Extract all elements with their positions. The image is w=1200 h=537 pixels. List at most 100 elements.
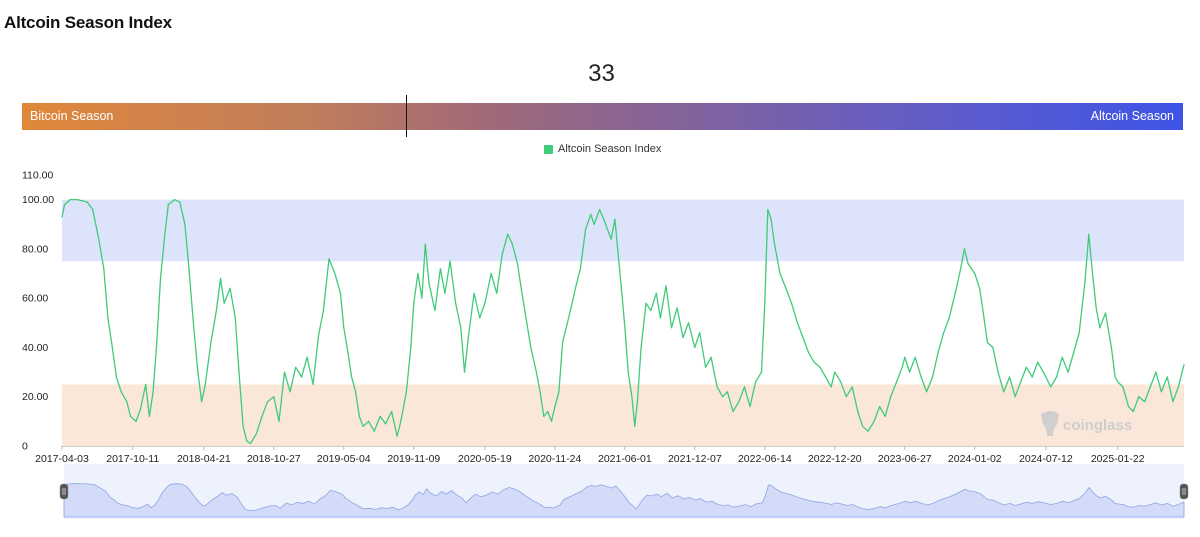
data-point [111,341,113,344]
x-tick-label: 2020-11-24 [528,453,581,465]
data-point [1078,332,1080,334]
data-point [830,386,832,388]
x-tick-label: 2020-05-19 [458,453,512,465]
x-tick-label: 2022-06-14 [738,453,792,465]
data-point [1020,381,1022,383]
data-point [937,351,939,353]
data-point [558,391,560,393]
data-point [246,440,248,442]
data-point [1025,366,1027,368]
data-point [496,292,498,294]
data-point [904,356,906,358]
data-point [825,376,827,378]
data-point [334,272,336,275]
data-point [705,366,707,368]
data-point [554,406,556,408]
data-point [530,346,532,349]
data-point [676,307,678,309]
range-navigator[interactable] [59,464,1189,519]
y-tick-label: 20.00 [22,391,48,403]
data-point [204,383,206,385]
data-point [1042,371,1044,373]
coinglass-logo-icon [1041,411,1059,436]
x-tick-label: 2019-11-09 [387,453,440,465]
data-point [1114,376,1116,378]
data-point [219,277,222,280]
data-point [867,430,869,432]
y-tick-label: 110.00 [22,170,53,182]
data-point [640,346,642,349]
data-point [1149,386,1151,388]
data-point [145,383,147,385]
data-point [511,243,513,245]
data-point [1144,401,1146,403]
data-point [385,423,387,425]
data-point [64,204,66,206]
data-point [982,312,984,314]
data-point [857,410,859,413]
data-point [909,371,911,373]
data-point [862,425,864,427]
data-point [547,410,549,413]
data-point [159,277,162,280]
data-point [779,272,781,275]
data-point [550,420,553,422]
data-point [901,366,903,368]
season-gauge-bar: Bitcoin Season Altcoin Season [22,103,1183,130]
navigator-right-handle[interactable] [1179,483,1189,500]
data-point [97,236,99,238]
data-point [986,341,989,344]
data-point [463,371,466,373]
data-point [187,260,189,262]
data-point [562,341,564,344]
data-point [318,334,320,336]
data-point [802,337,804,339]
gauge-marker [405,95,408,137]
data-point [590,213,592,215]
data-point [164,236,166,238]
x-tick-label: 2017-10-11 [106,453,159,465]
data-point [687,322,690,324]
data-point [184,223,186,225]
data-point [1110,346,1112,349]
navigator-left-handle[interactable] [59,483,69,500]
data-point [215,309,217,312]
coinglass-watermark: coinglass [1041,411,1132,436]
data-point [896,381,898,383]
data-point [167,204,169,206]
data-point [770,218,772,220]
data-point [424,243,426,245]
data-point [358,415,360,417]
x-tick-label: 2025-01-22 [1091,453,1145,465]
gauge-value: 33 [588,60,615,87]
data-point [273,396,275,398]
legend-label: Altcoin Season Index [558,143,662,155]
data-point [992,346,994,349]
data-point [1056,376,1058,378]
data-point [1138,396,1140,398]
data-point [610,238,612,240]
data-point [490,272,492,275]
data-point [210,341,212,344]
x-tick-label: 2021-06-01 [598,453,652,465]
data-point [943,332,945,334]
data-point [322,309,324,312]
data-point [339,292,342,294]
chart-legend[interactable]: Altcoin Season Index [544,143,661,155]
data-point [1009,376,1011,378]
data-point [77,199,79,201]
data-point [932,376,934,378]
data-point [764,302,766,304]
data-point [434,309,436,312]
data-point [1073,351,1075,353]
data-point [1172,401,1174,403]
data-point [278,420,280,422]
data-point [455,302,457,304]
data-point [807,351,810,353]
data-point [283,371,286,373]
data-point [1183,364,1185,366]
data-point [484,302,486,304]
x-tick-label: 2023-06-27 [878,453,932,465]
data-point [312,383,314,385]
data-point [479,317,481,319]
